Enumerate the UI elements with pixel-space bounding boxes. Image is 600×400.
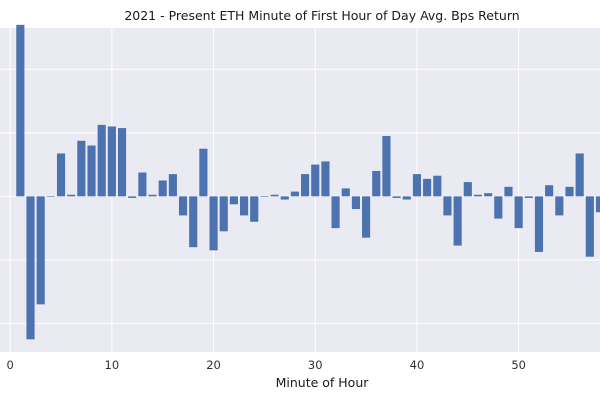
bar-minute-47	[484, 193, 493, 197]
bar-minute-50	[514, 196, 523, 229]
bar-minute-10	[107, 126, 116, 197]
bar-minute-41	[423, 178, 432, 197]
bar-minute-34	[351, 196, 360, 210]
bar-minute-29	[301, 174, 310, 197]
bar-minute-46	[473, 194, 483, 197]
bar-minute-55	[565, 186, 574, 197]
bar-minute-15	[158, 180, 167, 197]
x-tick-label: 10	[105, 358, 120, 372]
bar-minute-28	[290, 191, 299, 197]
bar-minute-33	[341, 188, 350, 197]
bar-minute-43	[443, 196, 452, 216]
x-tick-label: 40	[410, 358, 425, 372]
bar-minute-25	[260, 196, 269, 197]
bar-minute-38	[392, 196, 401, 198]
bar-minute-58	[595, 196, 600, 213]
bar-minute-6	[67, 194, 76, 197]
bar-minute-57	[585, 196, 594, 257]
bar-minute-16	[168, 174, 177, 197]
x-tick-labels: 0 10 20 30 40 50	[7, 358, 526, 372]
bar-minute-39	[402, 196, 411, 200]
bar-minute-23	[240, 196, 249, 216]
bar-minute-21	[219, 196, 228, 232]
bar-minute-35	[362, 196, 371, 238]
bars	[16, 24, 600, 340]
bar-minute-49	[504, 186, 513, 197]
bar-minute-19	[199, 148, 208, 197]
bar-minute-51	[524, 196, 533, 198]
bar-minute-22	[229, 196, 238, 205]
bar-minute-17	[178, 196, 188, 216]
bar-minute-32	[331, 196, 340, 229]
bar-minute-12	[128, 196, 137, 198]
bar-minute-14	[148, 194, 157, 197]
bar-minute-52	[534, 196, 544, 252]
bar-minute-18	[189, 196, 198, 248]
bar-minute-44	[453, 196, 462, 246]
bar-minute-31	[321, 161, 330, 197]
bar-minute-40	[412, 174, 422, 197]
bar-minute-24	[250, 196, 259, 222]
chart-title: 2021 - Present ETH Minute of First Hour …	[124, 8, 519, 23]
x-axis-label: Minute of Hour	[276, 375, 370, 390]
x-tick-label: 30	[308, 358, 323, 372]
bar-minute-9	[97, 124, 106, 197]
bar-minute-1	[16, 24, 25, 197]
x-tick-label: 0	[7, 358, 14, 372]
bar-minute-7	[77, 140, 86, 197]
bar-minute-2	[26, 196, 35, 340]
bar-minute-3	[36, 196, 45, 305]
bar-minute-8	[87, 145, 96, 197]
bar-minute-11	[117, 128, 127, 197]
bar-minute-4	[46, 196, 55, 197]
bar-minute-45	[463, 182, 472, 197]
bar-minute-48	[494, 196, 503, 219]
x-tick-label: 20	[206, 358, 221, 372]
x-tick-label: 50	[511, 358, 526, 372]
bar-minute-30	[311, 164, 320, 197]
bar-minute-56	[575, 153, 584, 197]
bar-minute-36	[372, 170, 381, 197]
bar-minute-26	[270, 194, 279, 197]
bar-minute-53	[545, 185, 554, 197]
bar-minute-13	[138, 172, 147, 197]
bar-minute-27	[280, 196, 289, 200]
bar-minute-20	[209, 196, 218, 251]
bar-minute-5	[56, 153, 66, 197]
bar-minute-54	[555, 196, 564, 216]
bar-minute-37	[382, 136, 391, 197]
bar-minute-42	[433, 175, 442, 197]
